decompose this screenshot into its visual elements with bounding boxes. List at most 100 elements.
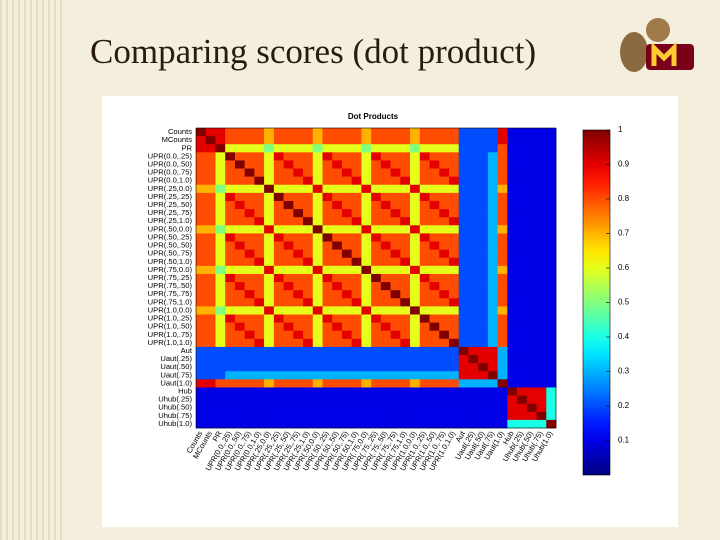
heat-cell [458, 265, 469, 275]
heat-cell [546, 265, 557, 275]
heat-cell [341, 314, 352, 323]
heat-cell [448, 322, 460, 332]
heat-cell [390, 363, 401, 372]
heat-cell [225, 209, 236, 218]
heat-cell [517, 160, 528, 169]
heat-cell [497, 136, 508, 145]
heat-cell [303, 152, 314, 161]
heat-cell [410, 217, 421, 226]
heat-cell [254, 128, 265, 137]
row-label: UPR(.50,.75) [148, 249, 193, 258]
heat-cell [478, 128, 489, 137]
heat-cell [283, 273, 294, 283]
heat-cell [400, 225, 411, 234]
heat-cell [322, 241, 333, 250]
heat-cell [351, 144, 362, 153]
heat-cell [517, 144, 528, 153]
heat-cell [196, 152, 207, 161]
heat-cell [254, 257, 265, 267]
heat-cell [205, 209, 216, 218]
heat-cell [351, 128, 362, 137]
heat-cell [244, 136, 255, 145]
heat-cell [390, 152, 401, 161]
heat-cell [487, 387, 498, 396]
heat-cell [400, 403, 411, 413]
heat-cell [332, 355, 343, 364]
heat-cell [303, 265, 314, 275]
row-label: Uaut(.50) [160, 362, 192, 371]
heat-cell [303, 322, 314, 332]
heat-cell [225, 314, 236, 323]
heat-cell [390, 233, 401, 242]
heat-cell [196, 298, 207, 307]
heat-cell [536, 225, 547, 234]
heat-cell [205, 136, 216, 145]
heat-cell [312, 395, 323, 404]
heat-cell [507, 419, 518, 429]
row-label: UPR(.75,0.0) [148, 265, 193, 274]
heat-cell [419, 257, 430, 267]
heat-cell [536, 282, 547, 291]
heat-cell [439, 346, 450, 356]
heat-cell [332, 241, 343, 250]
heat-cell [361, 152, 372, 161]
heat-cell [254, 290, 265, 299]
heat-cell [380, 225, 391, 234]
heat-cell [410, 273, 421, 283]
heat-cell [322, 322, 333, 332]
heat-cell [439, 403, 450, 413]
row-label: UPR(.50,.50) [148, 241, 193, 250]
heat-cell [361, 355, 372, 364]
heat-cell [196, 233, 207, 242]
heat-cell [536, 330, 547, 340]
row-label: Uaut(.75) [160, 370, 192, 379]
heat-cell [468, 403, 479, 413]
heat-cell [439, 144, 450, 153]
heat-cell [283, 152, 294, 161]
heat-cell [468, 338, 479, 348]
heat-cell [303, 371, 314, 380]
heat-cell [361, 241, 372, 250]
heat-cell [244, 346, 255, 356]
heat-cell [536, 371, 547, 380]
heat-cell [419, 128, 430, 137]
heat-cell [303, 363, 314, 372]
heat-cell [196, 282, 207, 291]
heat-cell [526, 152, 537, 161]
heat-cell [264, 411, 275, 421]
heat-cell [341, 168, 352, 177]
heat-cell [312, 168, 323, 177]
heat-cell [390, 265, 401, 275]
heat-cell [448, 346, 460, 356]
heat-cell [458, 192, 469, 202]
heat-cell [458, 346, 469, 356]
heat-cell [478, 282, 489, 291]
heat-cell [361, 168, 372, 177]
heat-cell [205, 265, 216, 275]
heat-cell [410, 379, 421, 388]
heat-cell [264, 136, 275, 145]
heat-cell [448, 363, 460, 372]
heat-cell [390, 306, 401, 315]
heat-cell [410, 346, 421, 356]
heat-cell [371, 363, 382, 372]
heat-cell [254, 209, 265, 218]
row-label: UPR(.25,.75) [148, 208, 193, 217]
heat-cell [507, 200, 518, 210]
heat-cell [478, 168, 489, 177]
heat-cell [215, 128, 226, 137]
heat-cell [371, 192, 382, 202]
heat-cell [507, 160, 518, 169]
heat-cell [225, 144, 236, 153]
heat-cell [546, 209, 557, 218]
heat-cell [225, 160, 236, 169]
heat-cell [332, 200, 343, 210]
heat-cell [487, 322, 498, 332]
heat-cell [487, 298, 498, 307]
heat-cell [526, 273, 537, 283]
heat-cell [478, 144, 489, 153]
heat-cell [322, 233, 333, 242]
heat-cell [400, 136, 411, 145]
heat-cell [312, 314, 323, 323]
heat-cell [303, 314, 314, 323]
